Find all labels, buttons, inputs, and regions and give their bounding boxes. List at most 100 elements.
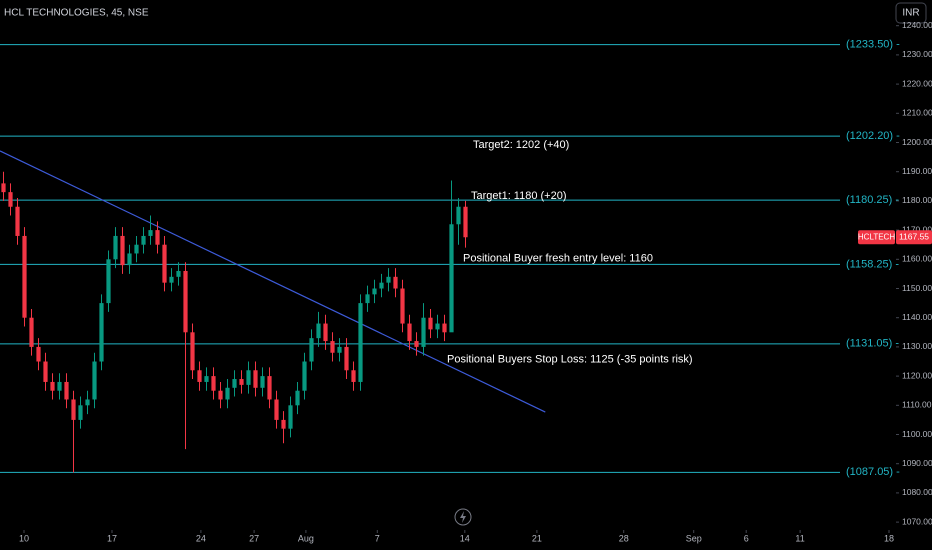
candle-body [92,361,97,400]
candle-body [330,341,335,353]
x-tick-label: 28 [619,533,629,543]
candle-body [358,303,363,382]
x-tick-label: 6 [744,533,749,543]
x-tick-label: 14 [460,533,470,543]
y-tick-label: 1200.00 [902,137,932,147]
candle-body [372,288,377,295]
annotation: Positional Buyer fresh entry level: 1160 [463,252,653,264]
candle-body [64,381,69,400]
lightning-icon[interactable] [454,508,472,526]
symbol-tag [858,230,895,245]
x-tick-label: 17 [107,533,117,543]
y-tick-label: 1150.00 [902,283,932,293]
annotation: Target2: 1202 (+40) [473,139,569,151]
candle-body [253,370,258,388]
x-tick-label: 27 [249,533,259,543]
currency-button[interactable] [895,2,927,24]
candle-body [302,361,307,391]
candle-body [15,206,20,236]
candle-body [246,370,251,385]
candle-body [22,235,27,318]
candle-body [71,399,76,420]
candle-body [309,338,314,362]
candle-body [141,235,146,245]
candle-body [127,253,132,266]
y-tick-label: 1120.00 [902,370,932,380]
candle-body [99,303,104,362]
candle-body [337,346,342,353]
level-label: (1233.50) - [846,39,900,51]
candle-body [239,379,244,385]
x-tick-label: Aug [298,533,314,543]
candle-body [400,288,405,324]
symbol-tag-label: HCLTECH [858,232,895,241]
candle-body [449,224,454,333]
candle-body [57,381,62,391]
x-tick-label: 24 [196,533,206,543]
price-tag [896,230,932,245]
candle-body [29,317,34,347]
candle-body [148,230,153,236]
candle-body [393,276,398,289]
candle-body [176,270,181,277]
candle-body [85,399,90,406]
candle-body [204,376,209,382]
level-label: (1131.05) - [846,338,899,350]
level-label: (1158.25) - [846,258,899,270]
candle-body [113,235,118,260]
candle-body [36,346,41,362]
candle-body [288,405,293,429]
y-tick-label: 1170.00 [902,224,932,234]
candle-body [281,419,286,429]
candle-body [379,282,384,289]
y-tick-label: 1240.00 [902,20,932,30]
candle-body [351,370,356,382]
candle-body [43,361,48,382]
candle-body [106,259,111,304]
candle-body [323,323,328,342]
price-tag-label: 1167.55 [899,232,929,242]
x-tick-label: 11 [795,533,804,543]
candle-body [267,376,272,400]
candle-body [225,387,230,400]
candle-body [428,317,433,330]
level-label: (1202.20) - [846,130,900,142]
y-tick-label: 1140.00 [902,312,932,322]
chart-title: HCL TECHNOLOGIES, 45, NSE [4,8,149,19]
candle-body [155,230,160,245]
x-tick-label: 18 [884,533,894,543]
candle-body [218,390,223,400]
y-tick-label: 1100.00 [902,429,932,439]
candle-body [260,376,265,388]
y-tick-label: 1190.00 [902,166,932,176]
y-tick-label: 1080.00 [902,487,932,497]
y-tick-label: 1130.00 [902,341,932,351]
candle-body [442,323,447,333]
trend-line [0,150,546,413]
candle-body [162,244,167,283]
candle-body [8,192,13,207]
level-label: (1087.05) - [846,466,900,478]
candle-body [197,370,202,382]
y-tick-label: 1220.00 [902,78,932,88]
y-tick-label: 1070.00 [902,516,932,526]
candle-body [134,244,139,254]
lightning-bolt [460,511,466,523]
candle-body [316,323,321,339]
y-tick-label: 1160.00 [902,254,932,264]
x-tick-label: Sep [686,533,702,543]
y-tick-label: 1090.00 [902,458,932,468]
annotation: Positional Buyers Stop Loss: 1125 (-35 p… [447,354,693,366]
y-tick-label: 1230.00 [902,49,932,59]
x-tick-label: 10 [19,533,29,543]
candle-body [120,235,125,266]
candle-body [344,346,349,371]
candle-body [421,317,426,347]
y-tick-label: 1210.00 [902,108,932,118]
currency-label[interactable]: INR [902,8,919,19]
candle-body [365,294,370,304]
candle-body [274,399,279,420]
x-tick-label: 7 [375,533,380,543]
candle-body [414,341,419,347]
